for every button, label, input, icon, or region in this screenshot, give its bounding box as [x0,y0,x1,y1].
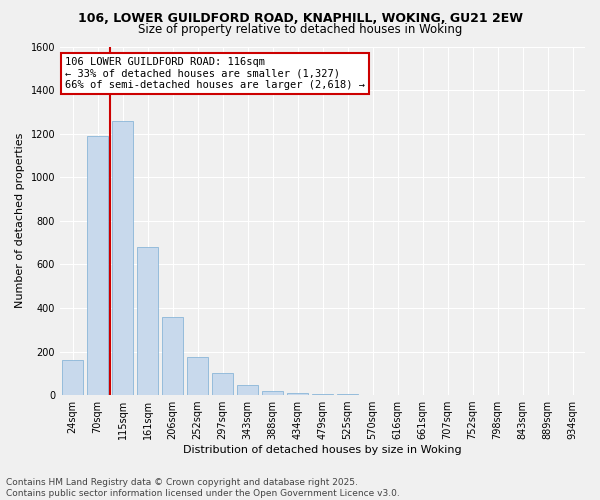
Bar [262,390,283,395]
Bar [212,374,233,395]
Bar [87,136,108,395]
Text: 106 LOWER GUILDFORD ROAD: 116sqm
← 33% of detached houses are smaller (1,327)
66: 106 LOWER GUILDFORD ROAD: 116sqm ← 33% o… [65,57,365,90]
Bar [237,386,258,395]
Bar [112,120,133,395]
Text: 106, LOWER GUILDFORD ROAD, KNAPHILL, WOKING, GU21 2EW: 106, LOWER GUILDFORD ROAD, KNAPHILL, WOK… [77,12,523,26]
Bar [137,247,158,395]
Bar [162,316,183,395]
Y-axis label: Number of detached properties: Number of detached properties [15,133,25,308]
Text: Contains HM Land Registry data © Crown copyright and database right 2025.
Contai: Contains HM Land Registry data © Crown c… [6,478,400,498]
Bar [337,394,358,395]
X-axis label: Distribution of detached houses by size in Woking: Distribution of detached houses by size … [183,445,462,455]
Text: Size of property relative to detached houses in Woking: Size of property relative to detached ho… [138,22,462,36]
Bar [62,360,83,395]
Bar [287,394,308,395]
Bar [312,394,333,395]
Bar [187,357,208,395]
